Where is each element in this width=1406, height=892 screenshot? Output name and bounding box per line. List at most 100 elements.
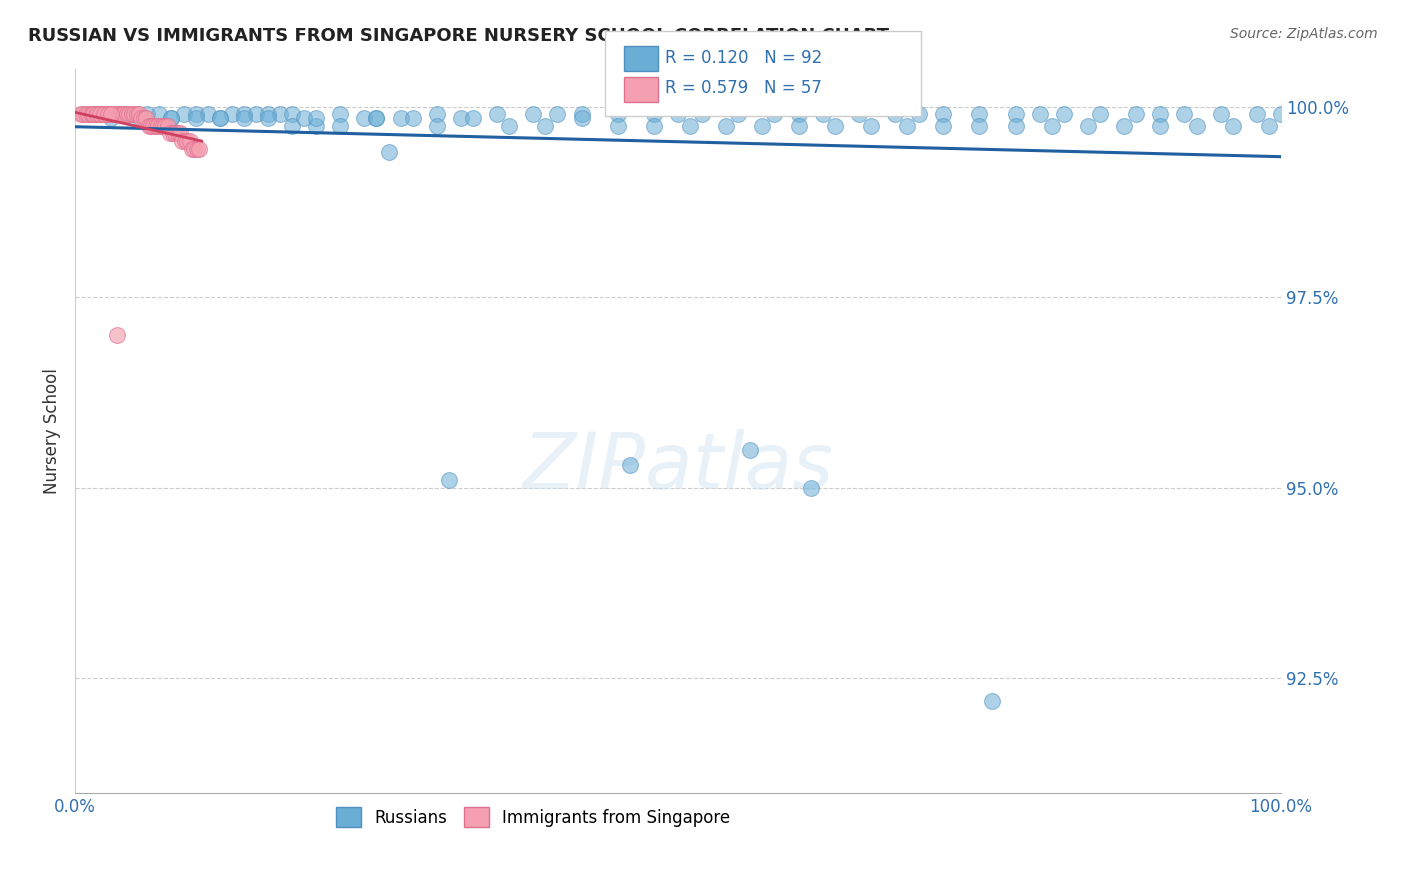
Point — [173, 134, 195, 148]
Point — [522, 107, 544, 121]
Point — [160, 111, 183, 125]
Point — [461, 111, 484, 125]
Point — [135, 111, 157, 125]
Point — [160, 111, 183, 125]
Point — [77, 107, 100, 121]
Text: R = 0.120   N = 92: R = 0.120 N = 92 — [665, 49, 823, 67]
Point — [1114, 119, 1136, 133]
Point — [165, 126, 187, 140]
Point — [969, 107, 991, 121]
Point — [932, 107, 955, 121]
Point — [108, 107, 131, 121]
Point — [232, 107, 254, 121]
Point — [281, 107, 304, 121]
Point — [884, 107, 907, 121]
Point — [643, 119, 665, 133]
Point — [79, 107, 101, 121]
Point — [848, 107, 870, 121]
Point — [450, 111, 472, 125]
Point — [740, 442, 762, 457]
Point — [173, 107, 195, 121]
Point — [1053, 107, 1076, 121]
Point — [366, 111, 388, 125]
Y-axis label: Nursery School: Nursery School — [44, 368, 60, 493]
Point — [112, 107, 135, 121]
Point — [1149, 119, 1171, 133]
Point — [426, 107, 449, 121]
Point — [221, 107, 243, 121]
Point — [269, 107, 291, 121]
Point — [437, 473, 460, 487]
Point — [232, 111, 254, 125]
Text: R = 0.579   N = 57: R = 0.579 N = 57 — [665, 79, 823, 97]
Point — [666, 107, 689, 121]
Point — [208, 111, 231, 125]
Point — [1004, 119, 1026, 133]
Point — [1209, 107, 1232, 121]
Point — [619, 458, 641, 472]
Point — [169, 126, 191, 140]
Point — [82, 107, 104, 121]
Point — [534, 119, 557, 133]
Point — [281, 119, 304, 133]
Point — [498, 119, 520, 133]
Text: RUSSIAN VS IMMIGRANTS FROM SINGAPORE NURSERY SCHOOL CORRELATION CHART: RUSSIAN VS IMMIGRANTS FROM SINGAPORE NUR… — [28, 27, 889, 45]
Point — [305, 119, 328, 133]
Point — [1149, 107, 1171, 121]
Point — [329, 119, 352, 133]
Point — [908, 107, 931, 121]
Point — [148, 107, 170, 121]
Point — [138, 119, 160, 133]
Point — [366, 111, 388, 125]
Point — [679, 119, 702, 133]
Point — [125, 107, 148, 121]
Point — [787, 107, 810, 121]
Point — [142, 119, 165, 133]
Point — [115, 107, 138, 121]
Point — [690, 107, 713, 121]
Point — [1004, 107, 1026, 121]
Point — [1040, 119, 1063, 133]
Point — [787, 119, 810, 133]
Point — [152, 119, 174, 133]
Point — [145, 119, 167, 133]
Point — [751, 119, 773, 133]
Point — [1257, 119, 1279, 133]
Point — [89, 107, 111, 121]
Point — [1222, 119, 1244, 133]
Point — [111, 107, 134, 121]
Point — [606, 107, 628, 121]
Point — [257, 111, 280, 125]
Point — [1246, 107, 1268, 121]
Point — [176, 134, 198, 148]
Point — [82, 107, 104, 121]
Point — [329, 107, 352, 121]
Point — [486, 107, 509, 121]
Point — [124, 111, 146, 125]
Point — [183, 142, 205, 156]
Point — [179, 134, 201, 148]
Point — [105, 328, 128, 343]
Point — [184, 111, 207, 125]
Point — [94, 107, 117, 121]
Point — [292, 111, 315, 125]
Point — [402, 111, 425, 125]
Point — [131, 111, 153, 125]
Point — [571, 111, 593, 125]
Point — [93, 107, 115, 121]
Point — [148, 119, 170, 133]
Point — [245, 107, 267, 121]
Point — [377, 145, 399, 160]
Point — [1270, 107, 1292, 121]
Point — [208, 111, 231, 125]
Point — [98, 107, 121, 121]
Point — [1185, 119, 1208, 133]
Point — [1088, 107, 1111, 121]
Point — [139, 119, 162, 133]
Point — [162, 126, 184, 140]
Point — [800, 481, 823, 495]
Point — [86, 107, 108, 121]
Point — [118, 107, 141, 121]
Point — [571, 107, 593, 121]
Point — [166, 126, 188, 140]
